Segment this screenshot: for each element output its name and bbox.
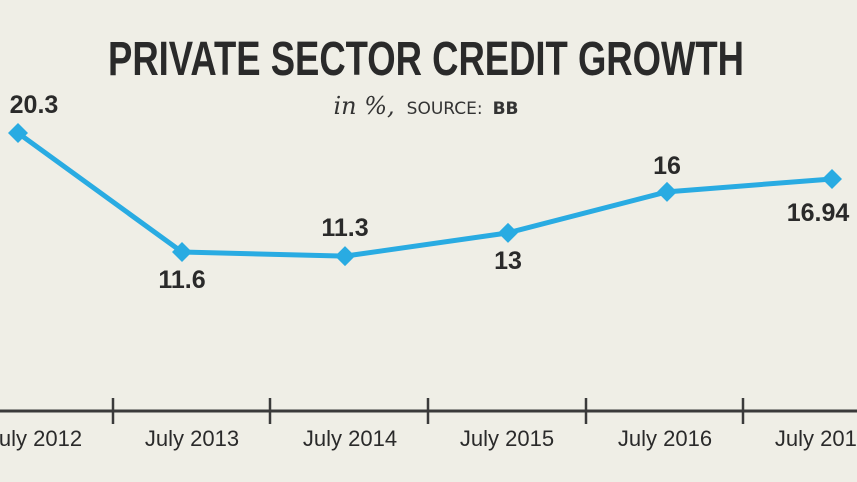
series-line	[16, 130, 833, 259]
x-tick-label: July 2014	[303, 426, 397, 451]
data-point	[822, 168, 842, 189]
x-tick-label: July 2013	[145, 426, 239, 451]
x-tick-label: July 2017	[775, 426, 857, 451]
unit-text: in %,	[333, 92, 394, 120]
x-tick-label: July 2015	[460, 426, 554, 451]
data-point	[657, 181, 677, 202]
data-point	[498, 222, 518, 243]
chart-subtitle: in %, SOURCE: BB	[333, 92, 518, 120]
data-point	[335, 246, 355, 267]
data-point	[8, 123, 28, 143]
source-label: SOURCE:	[407, 99, 483, 119]
data-label: 16	[653, 152, 681, 180]
x-tick-label: July 2016	[618, 426, 712, 451]
data-label: 11.6	[158, 266, 205, 294]
chart-title: PRIVATE SECTOR CREDIT GROWTH	[108, 33, 744, 86]
data-point	[172, 242, 192, 263]
x-tick-label: July 2012	[0, 426, 82, 451]
data-label: 16.94	[787, 199, 850, 227]
data-label: 20.3	[10, 91, 59, 119]
source-value: BB	[493, 99, 519, 119]
data-label: 13	[494, 247, 522, 275]
data-label: 11.3	[321, 214, 368, 242]
